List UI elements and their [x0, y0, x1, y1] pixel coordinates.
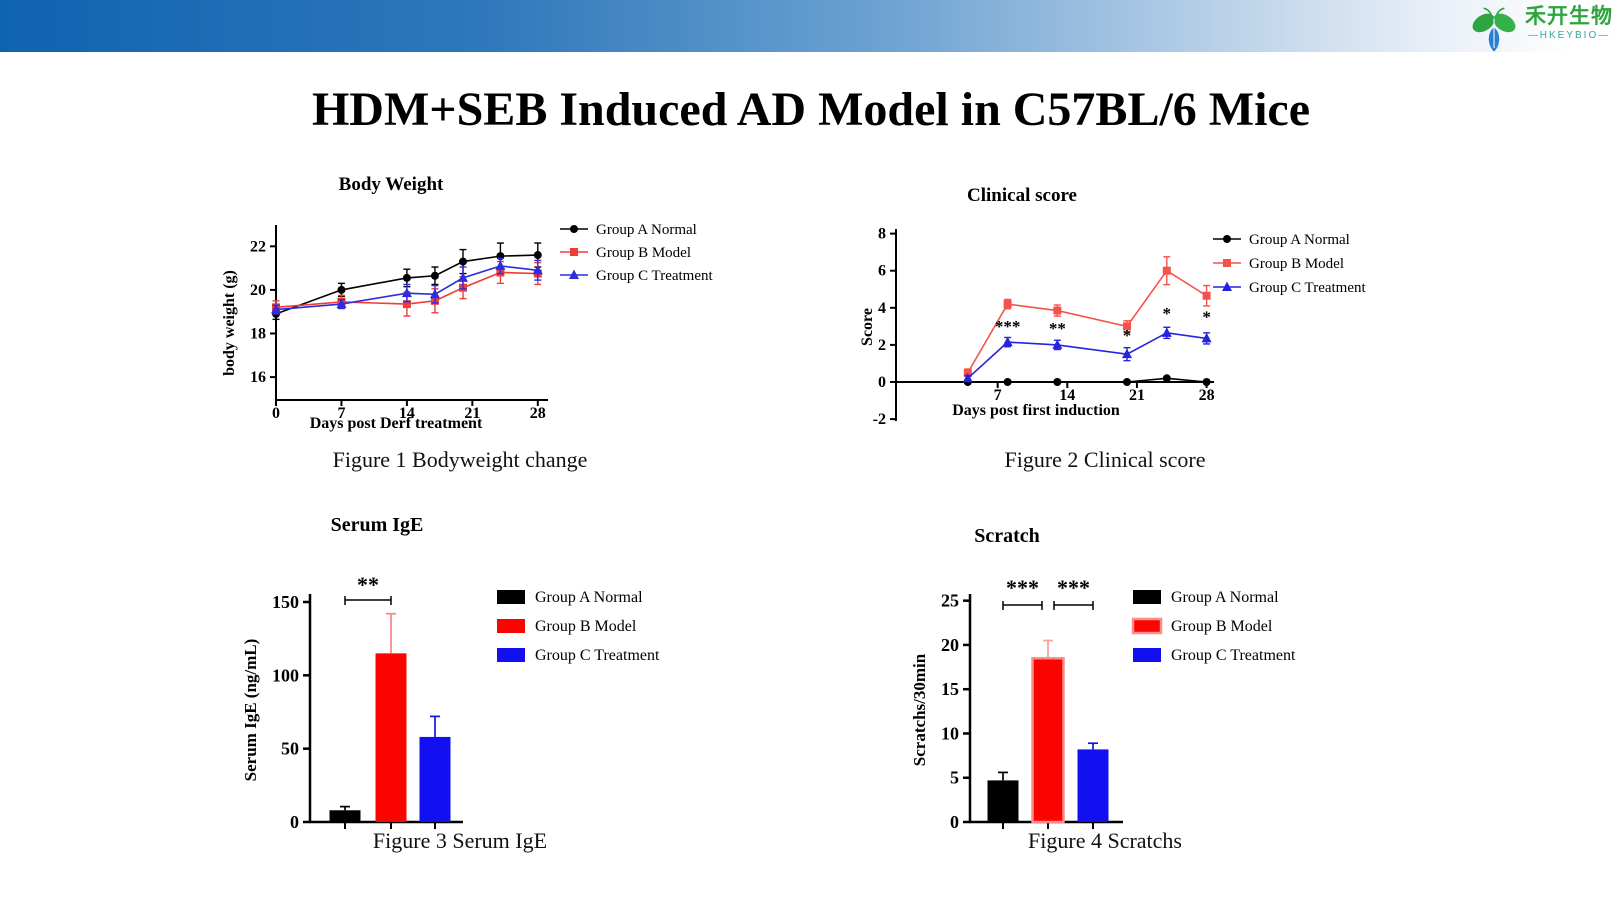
svg-text:14: 14 — [1059, 387, 1075, 404]
svg-text:6: 6 — [878, 263, 886, 280]
svg-text:22: 22 — [250, 238, 266, 255]
svg-text:8: 8 — [878, 226, 886, 243]
svg-text:-2: -2 — [873, 411, 886, 428]
figure-1-caption: Figure 1 Bodyweight change — [332, 447, 588, 472]
svg-text:Group A Normal: Group A Normal — [1249, 232, 1350, 248]
svg-text:**: ** — [357, 572, 379, 597]
svg-text:Scratch: Scratch — [974, 525, 1040, 547]
svg-text:4: 4 — [878, 300, 886, 317]
svg-text:0: 0 — [290, 812, 299, 832]
svg-text:14: 14 — [399, 405, 415, 422]
scratch-bar-chart: Scratch 0 5 10 15 20 25 Scratchs/30min *** *** Gro… — [910, 525, 1296, 832]
svg-text:Serum IgE: Serum IgE — [331, 514, 424, 536]
svg-text:50: 50 — [281, 739, 299, 759]
svg-text:21: 21 — [464, 405, 480, 422]
svg-text:Group C Treatment: Group C Treatment — [596, 268, 714, 284]
svg-text:Group A Normal: Group A Normal — [535, 589, 643, 606]
svg-text:Clinical score: Clinical score — [967, 185, 1077, 206]
svg-text:0: 0 — [950, 812, 959, 832]
svg-text:15: 15 — [941, 679, 959, 699]
svg-text:*: * — [1123, 326, 1132, 345]
svg-text:Scratchs/30min: Scratchs/30min — [910, 653, 929, 766]
bodyweight-line-chart: Body Weight 16 18 20 22 0 7 14 21 28 Days post Der… — [221, 174, 714, 432]
svg-text:18: 18 — [250, 326, 266, 343]
svg-text:7: 7 — [994, 387, 1002, 404]
svg-text:0: 0 — [272, 405, 280, 422]
svg-text:21: 21 — [1129, 387, 1145, 404]
logo-text: 禾开生物 —HKEYBIO— — [1525, 4, 1613, 42]
svg-text:20: 20 — [941, 635, 959, 655]
svg-text:20: 20 — [250, 282, 266, 299]
slide-title: HDM+SEB Induced AD Model in C57BL/6 Mice — [311, 83, 1311, 136]
svg-text:2: 2 — [878, 337, 886, 354]
svg-text:Group B Model: Group B Model — [1171, 618, 1273, 635]
clinical-score-line-chart: Clinical score -2 0 2 4 6 8 7 14 21 28 Days post fi… — [860, 185, 1367, 428]
svg-text:Body Weight: Body Weight — [339, 174, 444, 195]
logo-english-name: —HKEYBIO— — [1527, 30, 1611, 41]
svg-text:Serum IgE (ng/mL): Serum IgE (ng/mL) — [241, 639, 260, 782]
svg-text:Group A Normal: Group A Normal — [596, 222, 697, 238]
svg-text:Score: Score — [860, 308, 876, 346]
header-gradient-bar — [0, 0, 1622, 52]
logo-leaf-icon — [1472, 7, 1516, 52]
svg-text:Group C Treatment: Group C Treatment — [535, 647, 660, 664]
svg-text:10: 10 — [941, 723, 959, 743]
svg-text:28: 28 — [1199, 387, 1215, 404]
svg-text:***: *** — [1006, 575, 1039, 600]
figure-3-caption: Figure 3 Serum IgE — [372, 828, 548, 853]
svg-text:Days post Derf treatment: Days post Derf treatment — [310, 415, 483, 432]
figure-2-caption: Figure 2 Clinical score — [1004, 447, 1206, 472]
svg-text:Group A Normal: Group A Normal — [1171, 589, 1279, 606]
svg-text:***: *** — [995, 317, 1021, 336]
svg-text:28: 28 — [530, 405, 546, 422]
svg-text:*: * — [1163, 304, 1172, 323]
svg-text:150: 150 — [272, 592, 299, 612]
svg-text:Group B Model: Group B Model — [596, 245, 691, 261]
svg-text:100: 100 — [272, 665, 299, 685]
svg-text:Group B Model: Group B Model — [1249, 256, 1344, 272]
svg-text:0: 0 — [878, 374, 886, 391]
svg-text:*: * — [1202, 308, 1211, 327]
svg-text:Group B Model: Group B Model — [535, 618, 637, 635]
svg-text:**: ** — [1049, 319, 1066, 338]
figure-4-caption: Figure 4 Scratchs — [1028, 828, 1182, 853]
svg-text:***: *** — [1057, 575, 1090, 600]
svg-text:7: 7 — [337, 405, 345, 422]
company-logo: 禾开生物 —HKEYBIO— — [1468, 4, 1613, 54]
svg-text:Group C Treatment: Group C Treatment — [1171, 647, 1296, 664]
svg-text:25: 25 — [941, 591, 959, 611]
svg-text:body weight (g): body weight (g) — [221, 270, 238, 376]
svg-text:Group C Treatment: Group C Treatment — [1249, 280, 1367, 296]
logo-chinese-name: 禾开生物 — [1525, 5, 1613, 28]
svg-text:Days post first induction: Days post first induction — [952, 402, 1120, 419]
serum-ige-bar-chart: Serum IgE 0 50 100 150 Serum IgE (ng/mL) ** Gro… — [241, 514, 660, 832]
svg-text:16: 16 — [250, 369, 266, 386]
svg-text:5: 5 — [950, 768, 959, 788]
